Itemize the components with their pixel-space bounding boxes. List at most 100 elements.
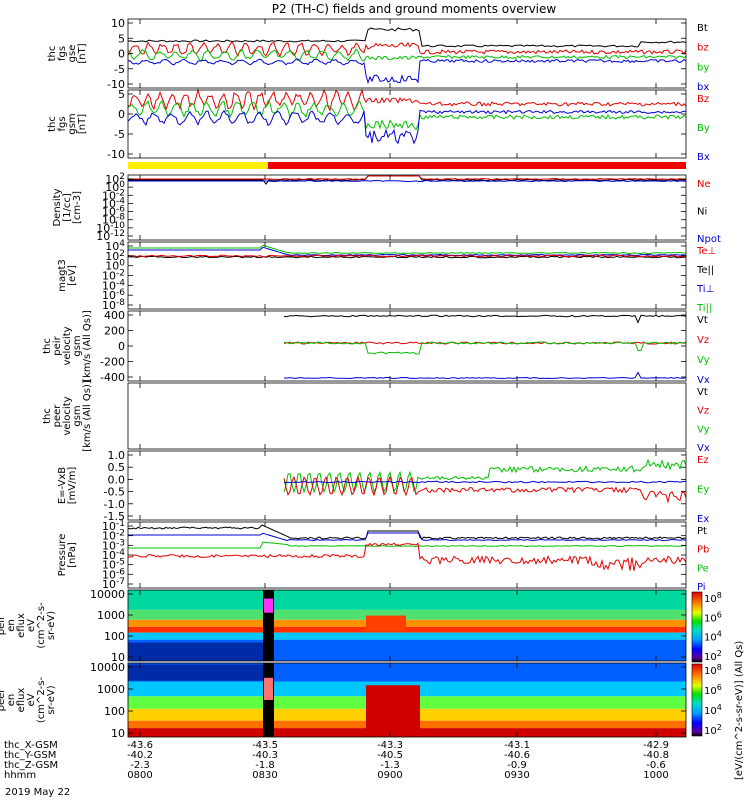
tick-label: 102: [704, 723, 722, 737]
tick-label: 104: [704, 630, 722, 644]
footer-row-label: thc_X-GSM: [4, 740, 58, 751]
tick-label: 106: [704, 610, 722, 624]
tick-label: 200: [104, 325, 125, 338]
tick-label: 108: [704, 663, 722, 677]
y-axis-label: Pressure: [57, 534, 68, 577]
y-axis-label: sr-eV): [46, 685, 57, 714]
y-axis-label: thc: [47, 116, 58, 132]
trace-te-perp: [127, 254, 687, 258]
tick-label: 5: [118, 32, 125, 45]
tick-label: -200: [100, 356, 125, 369]
trace-ti-par: [128, 244, 687, 255]
y-axis-label: en: [6, 619, 17, 632]
spectrogram-peir: [128, 590, 686, 661]
footer-row-label: hhmm: [4, 770, 36, 781]
panel-10: 10000100010010thcpeerenefluxeV(cm^2-s-sr…: [0, 661, 687, 740]
y-axis-label: eflux: [16, 613, 27, 638]
y-axis-label: [km/s (All Qs)]: [82, 310, 93, 382]
colorbar-lower: [691, 663, 703, 737]
y-axis-label: eflux: [16, 688, 27, 713]
state-bar-red: [268, 162, 686, 169]
y-axis-label: [cm-3]: [72, 191, 83, 224]
legend-entry: Bt: [697, 23, 708, 34]
y-axis-label: [nT]: [77, 43, 88, 63]
trace-ex: [283, 480, 687, 484]
spectrogram-peer: [128, 663, 686, 737]
spectrogram-hot-region: [366, 685, 420, 737]
y-axis-label: sr-eV): [46, 611, 57, 640]
y-axis-label: [mV/m]: [67, 467, 78, 505]
footer-value: -42.9: [643, 740, 669, 751]
trace-ne: [128, 175, 687, 181]
legend-entry: Pt: [697, 526, 707, 537]
date-label: 2019 May 22: [5, 787, 70, 798]
spectrogram-dark-region: [128, 664, 268, 681]
state-bar-yellow: [128, 162, 268, 169]
y-axis-label: Density: [52, 188, 63, 226]
footer-value: 0830: [252, 770, 277, 781]
tick-label: 106: [704, 683, 722, 697]
tick-label: 0: [118, 340, 125, 353]
y-axis-label: [nT]: [77, 114, 88, 134]
legend-entry: Ex: [697, 514, 709, 525]
trace-bx: [127, 58, 687, 85]
y-axis-label: gsm: [72, 405, 83, 426]
spectrogram-band: [128, 632, 686, 640]
legend-entry: Vx: [697, 375, 710, 386]
footer-value: -0.9: [507, 760, 527, 771]
legend-entry: Ne: [697, 179, 711, 190]
y-axis-label: gse: [67, 45, 78, 63]
footer-value: -40.2: [127, 750, 153, 761]
spectrogram-gap-patch: [264, 598, 273, 613]
panel-7: 1.00.50.0-0.5-1.0-1.5 E=-VxB [mV/m] Ez Ey Ex: [57, 449, 709, 525]
y-axis-label: eV: [26, 619, 37, 632]
panel-frame: [127, 89, 687, 159]
legend-entry: Ti||: [696, 303, 712, 314]
panel-frame: [127, 589, 687, 662]
footer-value: -1.3: [380, 760, 400, 771]
tick-label: 10: [111, 17, 125, 30]
tick-label: -1.5: [104, 510, 125, 523]
trace-vx: [283, 371, 687, 380]
footer-value: 0800: [127, 770, 152, 781]
trace-npot: [128, 179, 687, 183]
y-axis-label: thc: [47, 46, 58, 62]
trace-pb: [127, 542, 687, 572]
footer-value: -43.1: [504, 740, 530, 751]
panel-5: 400 200 0 -200 -400 thc peir velocity gsm [km/s (…: [42, 309, 710, 386]
footer-value: -0.6: [646, 760, 666, 771]
tick-label: 102: [704, 649, 722, 663]
footer-row-label: thc_Z-GSM: [4, 760, 58, 771]
tick-label: 10000: [90, 588, 125, 601]
tick-label: 1000: [97, 609, 125, 622]
tick-label: -10: [107, 78, 125, 91]
footer-value: -40.6: [504, 750, 530, 761]
trace-gsm-by: [127, 99, 687, 131]
panel-1: 10 5 0 -5 -10 thc fgs gse [nT] Bt bz by bx: [47, 17, 709, 93]
tick-label: 1000: [97, 683, 125, 696]
footer-row-label: thc_Y-GSM: [4, 750, 56, 761]
tick-label: 5: [118, 88, 125, 101]
footer-value: 0930: [504, 770, 529, 781]
tick-label: 1.0: [108, 449, 126, 462]
y-axis-label: eV: [26, 693, 37, 706]
spectrogram-gap-patch: [264, 677, 273, 700]
tick-label: 100: [104, 630, 125, 643]
y-axis-label: peer: [52, 404, 63, 428]
panel-frame: [127, 241, 687, 310]
legend-entry: bx: [697, 82, 709, 93]
spectrogram-band: [128, 590, 686, 610]
footer-value: -1.8: [255, 760, 275, 771]
trace-pt: [127, 524, 687, 540]
legend-entry: Pi: [697, 582, 706, 593]
panel-frame: [127, 174, 687, 241]
legend-entry: Te⊥: [696, 246, 716, 257]
panel-3: 10210010-210-410-610-810-1010-12Density[…: [52, 172, 721, 245]
legend-entry: bz: [697, 43, 709, 54]
y-axis-label: velocity: [62, 326, 73, 365]
panel-9: 10000100010010thcpeirenefluxeV(cm^2-s-sr…: [0, 588, 687, 664]
legend-entry: Vz: [697, 335, 709, 346]
